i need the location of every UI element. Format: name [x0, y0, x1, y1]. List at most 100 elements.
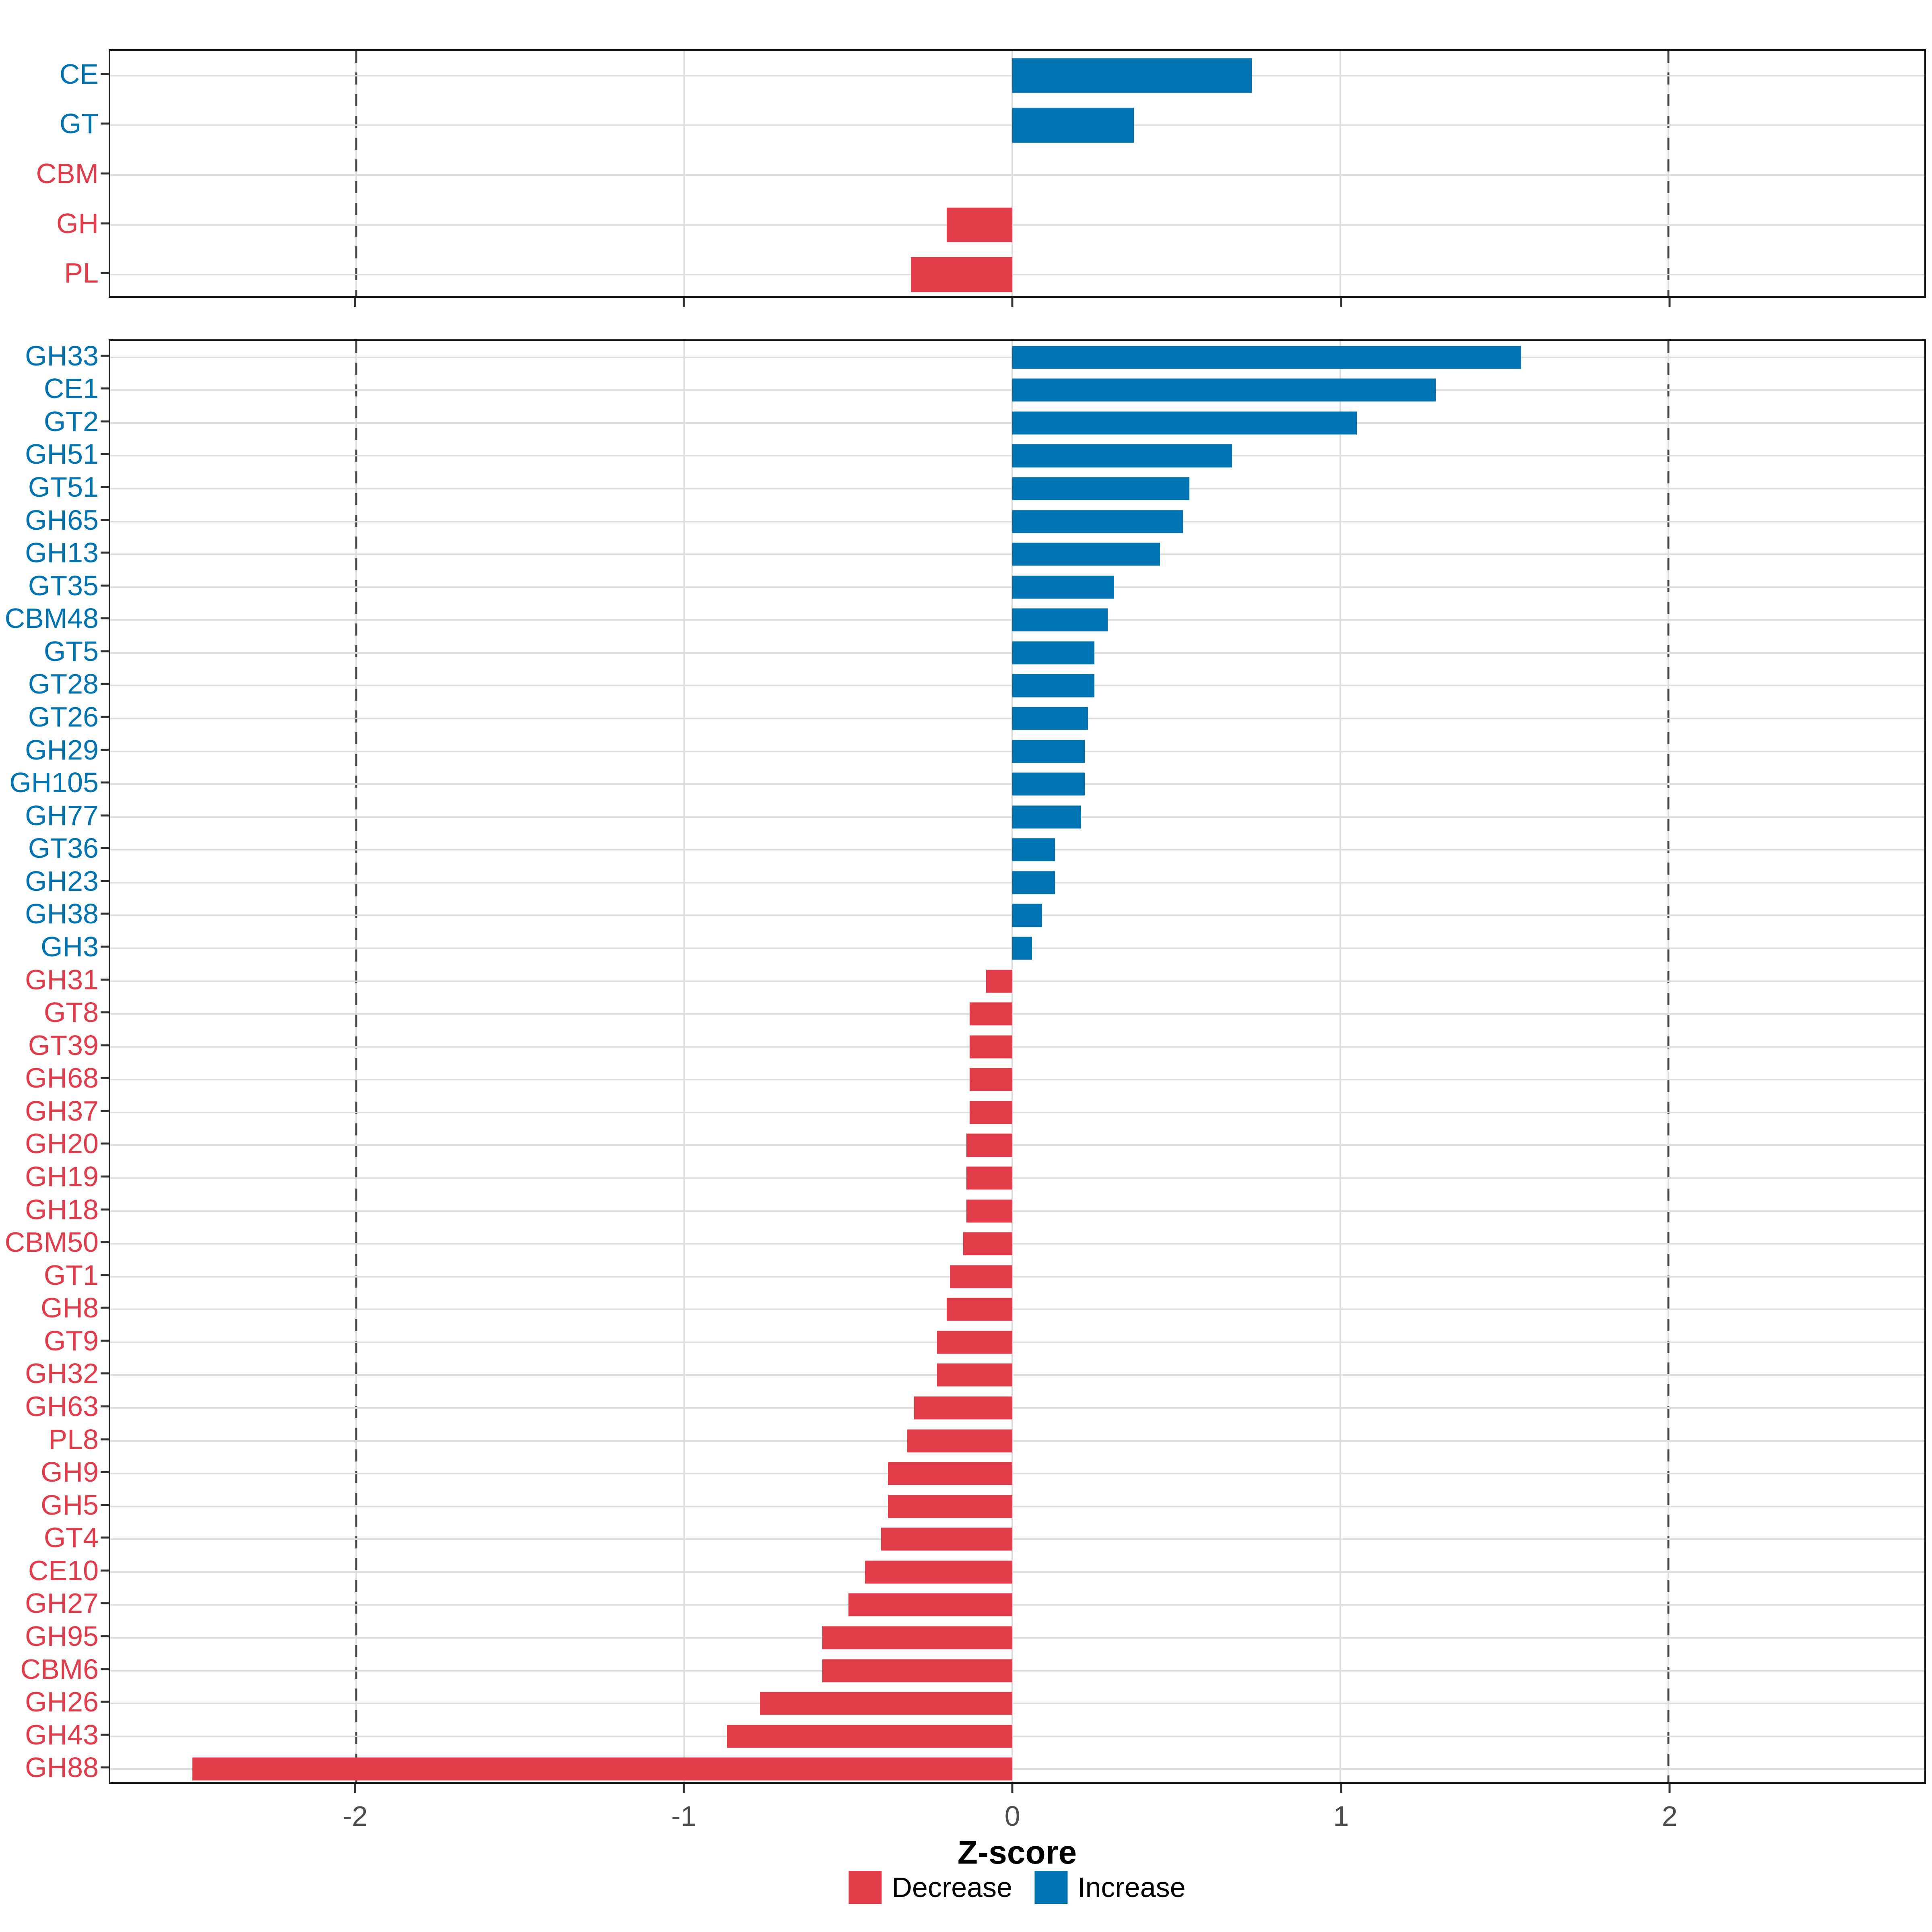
- bar-GT4: [881, 1527, 1013, 1551]
- y-tick: [101, 73, 109, 75]
- bar-CE10: [865, 1560, 1013, 1584]
- gridline-h: [110, 1046, 1924, 1048]
- gridline-h: [110, 1374, 1924, 1376]
- bar-GT26: [1012, 707, 1088, 730]
- gridline-h: [110, 224, 1924, 226]
- bar-CBM50: [963, 1232, 1013, 1255]
- y-tick: [101, 814, 109, 817]
- y-tick: [101, 716, 109, 718]
- bottom-panel-wrap: GH33 CE1 GT2 GH51 GT51 GH65 GH13 GT35 CBM48 GT5 GT…: [0, 339, 1932, 1832]
- gridline-h: [110, 1637, 1924, 1639]
- y-tick: [101, 945, 109, 948]
- y-tick: [101, 1372, 109, 1375]
- y-axis-label: GH27: [25, 1587, 99, 1619]
- y-tick: [101, 1175, 109, 1178]
- dashed-guideline: [355, 341, 357, 1782]
- y-tick: [101, 1734, 109, 1736]
- bar-CE: [1012, 58, 1252, 93]
- gridline-h: [110, 1703, 1924, 1705]
- bar-GH105: [1012, 772, 1085, 796]
- y-tick: [101, 650, 109, 652]
- x-tick: [354, 298, 356, 307]
- gridline-h: [110, 1079, 1924, 1081]
- bar-CE1: [1012, 378, 1436, 402]
- y-tick: [101, 387, 109, 390]
- y-tick: [101, 122, 109, 125]
- y-tick: [101, 781, 109, 784]
- legend-decrease-label: Decrease: [892, 1872, 1013, 1903]
- y-tick: [101, 749, 109, 751]
- top-panel-wrap: CE GT CBM GH PL: [0, 49, 1932, 307]
- bar-GH88: [192, 1757, 1013, 1781]
- bar-GH19: [966, 1166, 1013, 1190]
- y-tick: [101, 1635, 109, 1637]
- y-tick: [101, 1536, 109, 1539]
- y-axis-label: GT8: [43, 997, 99, 1028]
- gridline-h: [110, 1341, 1924, 1343]
- y-axis-label: GH43: [25, 1719, 99, 1750]
- bar-GH5: [888, 1495, 1013, 1518]
- y-axis-label: CBM6: [20, 1653, 99, 1685]
- x-tick-label: 0: [1004, 1800, 1020, 1832]
- bottom-panel: [109, 339, 1926, 1784]
- y-tick: [101, 1504, 109, 1506]
- y-axis-label: GT4: [43, 1522, 99, 1554]
- gridline-h: [110, 1407, 1924, 1409]
- gridline-h: [110, 1768, 1924, 1770]
- x-tick: [354, 1784, 356, 1793]
- y-axis-label: GH105: [9, 767, 99, 799]
- bar-GH26: [760, 1692, 1013, 1715]
- bar-PL8: [907, 1429, 1013, 1453]
- legend-decrease-swatch-icon: [848, 1871, 882, 1904]
- bar-GH32: [937, 1363, 1013, 1387]
- bar-GH20: [966, 1133, 1013, 1157]
- x-tick: [1668, 1784, 1671, 1793]
- y-axis-label: PL8: [48, 1423, 99, 1455]
- gridline-h: [110, 1473, 1924, 1475]
- y-axis-label: GT5: [43, 635, 99, 667]
- top-panel: [109, 49, 1926, 298]
- bottom-panel-y-labels: GH33 CE1 GT2 GH51 GT51 GH65 GH13 GT35 CBM48 GT5 GT…: [0, 339, 99, 1784]
- x-tick-label: -2: [343, 1800, 368, 1832]
- y-tick: [101, 1668, 109, 1670]
- bar-GH9: [888, 1462, 1013, 1485]
- bar-GT9: [937, 1331, 1013, 1354]
- bar-GH13: [1012, 543, 1160, 566]
- bar-GH8: [947, 1298, 1013, 1321]
- y-axis-label: GT36: [28, 832, 99, 864]
- y-tick: [101, 1241, 109, 1243]
- bar-GT: [1012, 108, 1134, 143]
- y-axis-label: GH68: [25, 1062, 99, 1094]
- bar-CBM6: [822, 1659, 1013, 1682]
- y-axis-label: GH77: [25, 799, 99, 831]
- bar-GH3: [1012, 937, 1032, 960]
- y-tick: [101, 847, 109, 849]
- y-tick: [101, 683, 109, 685]
- y-axis-label: CBM48: [4, 603, 99, 634]
- bar-GH18: [966, 1199, 1013, 1223]
- y-axis-label: GT2: [43, 405, 99, 437]
- bar-GT2: [1012, 411, 1357, 435]
- bar-GT5: [1012, 641, 1095, 665]
- bar-GH37: [970, 1101, 1013, 1124]
- gridline-h: [110, 1505, 1924, 1507]
- bar-GT39: [970, 1035, 1013, 1059]
- y-axis-label: GH33: [25, 340, 99, 372]
- bar-GH51: [1012, 444, 1232, 468]
- y-tick: [101, 1340, 109, 1342]
- y-axis-label: GT1: [43, 1259, 99, 1291]
- bar-GT8: [970, 1002, 1013, 1026]
- legend: Decrease Increase: [848, 1871, 1186, 1904]
- bar-GH65: [1012, 510, 1183, 533]
- y-axis-label: GH31: [25, 964, 99, 995]
- gridline-v: [1011, 51, 1013, 296]
- bar-GT35: [1012, 576, 1114, 599]
- legend-item-increase: Increase: [1034, 1871, 1186, 1904]
- y-axis-label: GH18: [25, 1193, 99, 1225]
- legend-increase-swatch-icon: [1034, 1871, 1068, 1904]
- gridline-h: [110, 174, 1924, 176]
- gridline-h: [110, 1276, 1924, 1278]
- bar-GH33: [1012, 346, 1521, 369]
- x-tick-label: -1: [671, 1800, 696, 1832]
